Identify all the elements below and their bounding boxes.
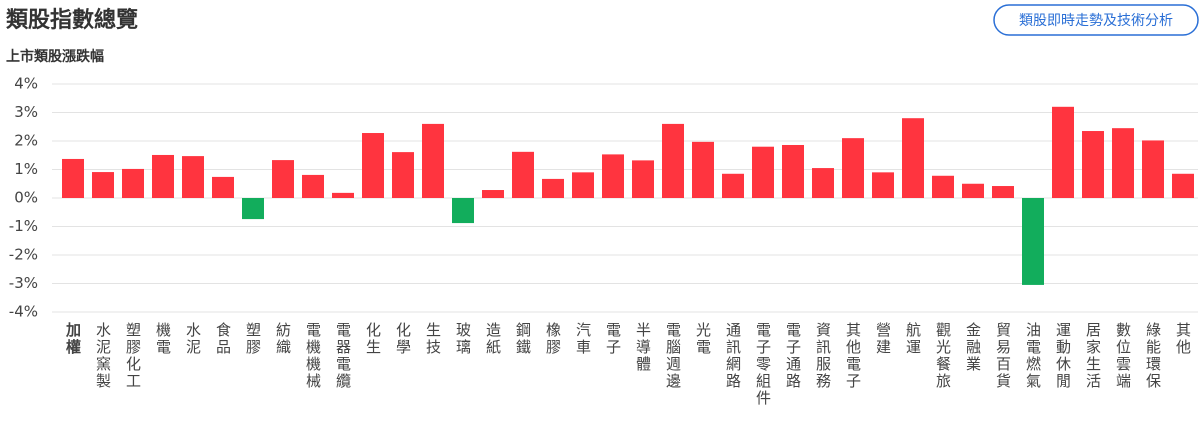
bar xyxy=(632,160,654,198)
bar xyxy=(872,172,894,198)
x-tick-label: 居家生活 xyxy=(1084,322,1102,390)
bar xyxy=(1052,106,1074,198)
x-tick-label: 食品 xyxy=(214,322,232,356)
x-tick-label: 水泥 xyxy=(184,322,202,356)
bar xyxy=(812,168,834,198)
x-tick-label: 航運 xyxy=(904,322,922,356)
x-tick-label: 造紙 xyxy=(484,322,502,356)
bar xyxy=(752,146,774,198)
bar xyxy=(722,173,744,198)
bar xyxy=(692,141,714,198)
bar xyxy=(362,133,384,198)
bar xyxy=(512,151,534,198)
x-tick-label: 紡織 xyxy=(274,322,292,356)
x-tick-label: 電子 xyxy=(604,322,622,356)
x-tick-label: 通訊網路 xyxy=(724,322,742,390)
x-tick-label: 資訊服務 xyxy=(814,322,832,390)
x-tick-label: 光電 xyxy=(694,322,712,356)
y-tick-label: -3% xyxy=(9,274,38,292)
x-tick-label: 電子通路 xyxy=(784,322,802,390)
x-tick-label: 數位雲端 xyxy=(1114,322,1132,390)
bar xyxy=(542,178,564,198)
bar xyxy=(182,156,204,198)
bar xyxy=(782,144,804,198)
bar xyxy=(992,186,1014,198)
bar xyxy=(962,183,984,198)
x-tick-label: 運動休閒 xyxy=(1054,322,1072,390)
bar xyxy=(272,160,294,198)
x-tick-label: 電子零組件 xyxy=(754,322,772,407)
bar xyxy=(62,158,84,198)
x-tick-label: 電器電纜 xyxy=(334,322,352,390)
x-tick-label: 塑膠 xyxy=(244,322,262,356)
bar xyxy=(842,138,864,198)
bar xyxy=(122,168,144,198)
x-tick-label: 電機機械 xyxy=(304,322,322,390)
x-tick-label: 觀光餐旅 xyxy=(934,322,952,390)
x-tick-label: 其他 xyxy=(1174,322,1192,356)
bar xyxy=(1022,198,1044,285)
bar xyxy=(1082,131,1104,198)
bar xyxy=(332,192,354,198)
bar xyxy=(92,172,114,198)
y-tick-label: 2% xyxy=(14,132,38,150)
y-tick-label: -4% xyxy=(9,303,38,321)
bar xyxy=(452,198,474,224)
x-tick-label: 加權 xyxy=(64,322,82,356)
bar xyxy=(932,175,954,198)
y-tick-label: -2% xyxy=(9,246,38,264)
bar xyxy=(1142,140,1164,198)
chart-subtitle: 上市類股漲跌幅 xyxy=(6,48,104,65)
x-tick-label: 電腦週邊 xyxy=(664,322,682,390)
bar xyxy=(572,172,594,198)
x-tick-label: 金融業 xyxy=(964,322,982,373)
y-tick-label: 4% xyxy=(14,75,38,93)
x-tick-label: 機電 xyxy=(154,322,172,356)
bar xyxy=(152,154,174,198)
bar xyxy=(422,123,444,198)
x-tick-label: 化生 xyxy=(364,322,382,356)
y-tick-label: 3% xyxy=(14,103,38,121)
x-tick-label: 綠能環保 xyxy=(1144,322,1162,390)
x-tick-label: 塑膠化工 xyxy=(124,322,142,390)
page-title: 類股指數總覽 xyxy=(6,7,138,33)
bar xyxy=(902,118,924,198)
x-tick-label: 水泥窯製 xyxy=(94,322,112,390)
bar xyxy=(602,154,624,198)
bar xyxy=(1172,173,1194,198)
x-tick-label: 油電燃氣 xyxy=(1024,322,1042,390)
analysis-button[interactable] xyxy=(993,4,1199,36)
x-tick-label: 玻璃 xyxy=(454,322,472,356)
x-tick-label: 橡膠 xyxy=(544,322,562,356)
bar xyxy=(302,174,324,198)
bar xyxy=(482,190,504,198)
x-tick-label: 汽車 xyxy=(574,322,592,356)
bar xyxy=(242,198,264,220)
x-tick-label: 其他電子 xyxy=(844,322,862,390)
y-tick-label: 0% xyxy=(14,189,38,207)
y-tick-label: -1% xyxy=(9,217,38,235)
analysis-button-label[interactable]: 類股即時走勢及技術分析 xyxy=(1019,13,1173,29)
x-tick-label: 營建 xyxy=(874,322,892,356)
x-tick-label: 貿易百貨 xyxy=(994,322,1012,390)
bar xyxy=(662,123,684,198)
bar xyxy=(1112,128,1134,198)
x-tick-label: 半導體 xyxy=(634,322,652,373)
x-tick-label: 化學 xyxy=(394,322,412,356)
x-tick-label: 生技 xyxy=(424,322,442,356)
x-tick-label: 鋼鐵 xyxy=(514,322,532,356)
bar xyxy=(392,152,414,198)
bar xyxy=(212,176,234,198)
y-tick-label: 1% xyxy=(14,160,38,178)
